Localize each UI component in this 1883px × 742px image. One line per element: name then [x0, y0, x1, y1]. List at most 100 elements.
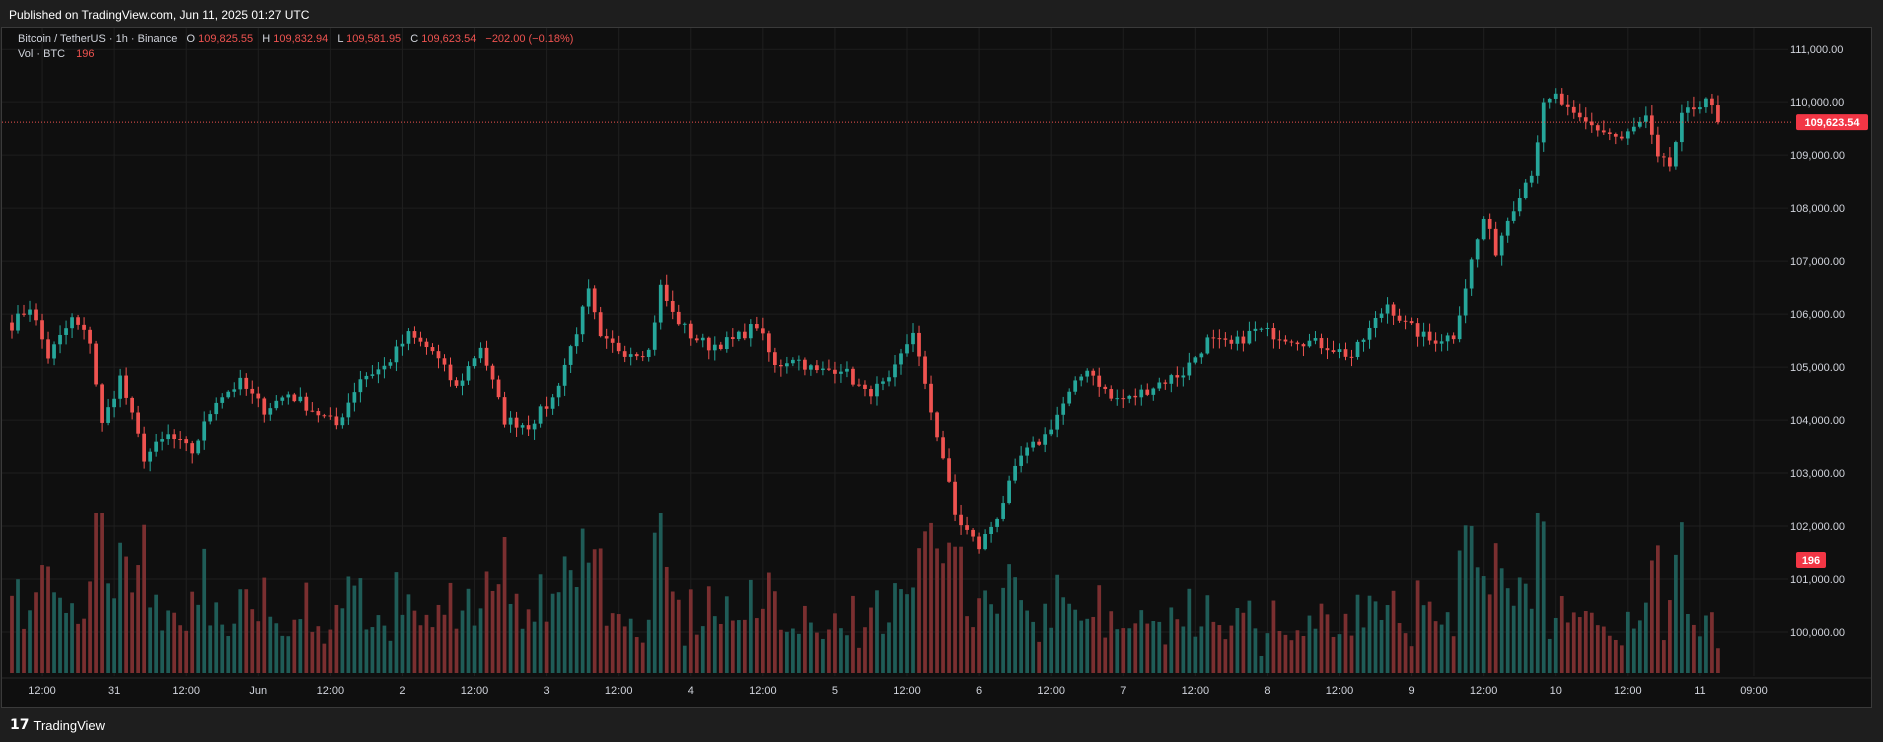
candle-body [1583, 117, 1588, 122]
candle [1577, 103, 1582, 122]
candle [959, 504, 963, 535]
volume-bar [328, 629, 333, 673]
candle [424, 338, 429, 355]
volume-bar [1475, 567, 1480, 673]
volume-bar [1379, 619, 1384, 673]
volume-bar [10, 595, 14, 673]
legend: Bitcoin / TetherUS · 1h · Binance O 109,… [18, 33, 573, 60]
candle-body [142, 433, 147, 462]
candle [382, 357, 387, 379]
candle [1061, 396, 1066, 425]
candle-body [833, 369, 837, 374]
candle-body [1643, 115, 1648, 122]
candle-body [1277, 339, 1282, 341]
candle-body [316, 411, 321, 416]
volume-bar [142, 524, 147, 673]
volume-bar [1157, 621, 1162, 673]
volume-bar [304, 582, 309, 673]
candle [52, 341, 56, 366]
candle-body [586, 288, 591, 307]
volume-bar [382, 625, 387, 673]
volume-bar [1361, 627, 1366, 673]
legend-high: 109,832.94 [273, 33, 328, 45]
volume-bar [34, 592, 38, 673]
candle [706, 336, 711, 360]
candle-body [791, 359, 795, 364]
candle [10, 314, 14, 339]
candle-body [827, 368, 831, 370]
candle-body [1559, 93, 1564, 105]
candle-body [172, 434, 177, 440]
volume-bar [550, 593, 555, 673]
candle [1668, 147, 1672, 172]
candle-body [893, 364, 897, 378]
candle-body [760, 328, 765, 334]
volume-bar [454, 628, 459, 673]
candle [1139, 384, 1144, 406]
price-axis[interactable]: 111,000.00 110,000.00 109,000.00 108,000.00… [1790, 44, 1845, 639]
candle [280, 395, 285, 406]
candle [1223, 332, 1228, 347]
candle-body [1668, 157, 1672, 167]
y-tick-label: 111,000.00 [1790, 44, 1843, 56]
candle-body [148, 451, 153, 462]
candle-body [839, 371, 843, 374]
candle [694, 334, 699, 343]
candle [586, 279, 591, 315]
candle [1385, 297, 1390, 324]
time-axis[interactable]: 12:00 31 12:00 Jun 12:00 2 12:00 3 12:00 4 12:00 5 1… [28, 685, 1767, 697]
volume-bar [1253, 628, 1258, 673]
candle [1049, 419, 1054, 437]
candle-body [1716, 105, 1720, 123]
candle-body [604, 336, 609, 339]
candle-body [1433, 340, 1438, 344]
volume-bar [706, 586, 711, 673]
volume-bar [676, 599, 681, 673]
volume-bar [268, 616, 273, 673]
candle-body [1193, 357, 1198, 363]
candle [712, 336, 717, 361]
candle-body [82, 324, 86, 330]
candle [941, 430, 945, 460]
candle-body [1013, 465, 1017, 481]
candle [1674, 140, 1678, 170]
volume-bar [1523, 583, 1528, 673]
candle-body [1674, 142, 1678, 167]
volume-bar [64, 612, 68, 673]
candle [1710, 93, 1714, 114]
candle-body [1037, 441, 1042, 445]
candle [833, 361, 837, 384]
candle-body [1001, 503, 1005, 519]
volume-bar [1487, 594, 1492, 673]
legend-close-label: C [410, 33, 418, 45]
candle-body [1181, 375, 1186, 378]
candle-body [947, 458, 951, 482]
candle-body [1139, 389, 1144, 398]
volume-bar [1445, 612, 1450, 673]
volume-bar [1301, 635, 1306, 673]
candle [1680, 104, 1684, 152]
candle-body [310, 410, 315, 412]
y-tick-label: 100,000.00 [1790, 627, 1845, 639]
candle [1013, 458, 1017, 484]
candle [412, 326, 417, 344]
tradingview-logo[interactable]: 17 TradingView [10, 717, 105, 733]
volume-bar [610, 613, 615, 673]
candle-body [1289, 341, 1294, 343]
candle [436, 344, 441, 369]
chart-frame[interactable]: 111,000.00 110,000.00 109,000.00 108,000.00… [1, 27, 1872, 708]
price-chart[interactable]: 111,000.00 110,000.00 109,000.00 108,000.00… [2, 28, 1871, 707]
candle [1253, 321, 1258, 342]
candle-body [785, 363, 789, 367]
candle [748, 319, 753, 347]
candle [568, 344, 573, 374]
candle [1037, 438, 1042, 446]
candle-body [1043, 434, 1048, 445]
volume-bar [496, 584, 501, 673]
candle [1655, 126, 1660, 163]
candle-body [40, 320, 44, 340]
volume-bar [478, 608, 483, 673]
volume-bar [700, 626, 705, 673]
volume-bar [52, 592, 56, 673]
candle [700, 333, 705, 348]
